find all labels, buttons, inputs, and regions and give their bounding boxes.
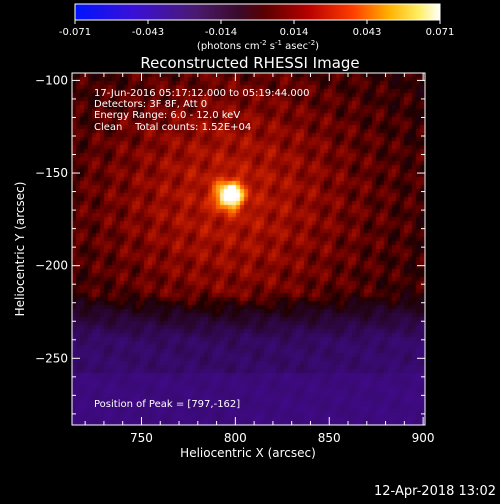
axis-tick-label: 850 (318, 431, 341, 445)
axis-tick-label: 900 (412, 431, 435, 445)
colorbar-tick-label: 0.043 (353, 27, 382, 38)
annotation-detectors: Detectors: 3F 8F, Att 0 (94, 99, 207, 110)
timestamp-footer: 12-Apr-2018 13:02 (374, 484, 496, 499)
axis-tick-label: 800 (224, 431, 247, 445)
axis-tick-label: −150 (35, 166, 68, 180)
colorbar-tick-label: 0.071 (426, 27, 455, 38)
axis-ticks: 750 800 850 900 −100 −150 −200 −250 (35, 73, 435, 445)
axis-tick-label: −200 (35, 259, 68, 273)
heatmap-image (72, 73, 425, 425)
colorbar-tick-label: 0.014 (280, 27, 309, 38)
plot-frame (71, 72, 426, 426)
axis-tick-label: 750 (130, 431, 153, 445)
axis-tick-label: −100 (35, 73, 68, 87)
x-axis-label: Heliocentric X (arcsec) (180, 446, 316, 460)
colorbar-tick-label: -0.071 (59, 27, 91, 38)
annotation-clean-counts: Clean Total counts: 1.52E+04 (94, 122, 251, 133)
colorbar-tick-label: -0.014 (205, 27, 237, 38)
annotation-energy: Energy Range: 6.0 - 12.0 keV (94, 110, 240, 121)
colorbar-ticks (74, 20, 441, 24)
y-axis-label: Heliocentric Y (arcsec) (13, 182, 27, 317)
colorbar-unit: (photons cm-2 s-1 asec-2) (197, 39, 319, 52)
colorbar-tick-label: -0.043 (132, 27, 164, 38)
annotation-time-range: 17-Jun-2016 05:17:12.000 to 05:19:44.000 (94, 88, 310, 99)
colorbar (74, 3, 441, 21)
axis-tick-label: −250 (35, 351, 68, 365)
heatmap-raster (72, 73, 425, 425)
annotation-peak-position: Position of Peak = [797,-162] (94, 399, 240, 410)
chart-title: Reconstructed RHESSI Image (140, 54, 359, 72)
